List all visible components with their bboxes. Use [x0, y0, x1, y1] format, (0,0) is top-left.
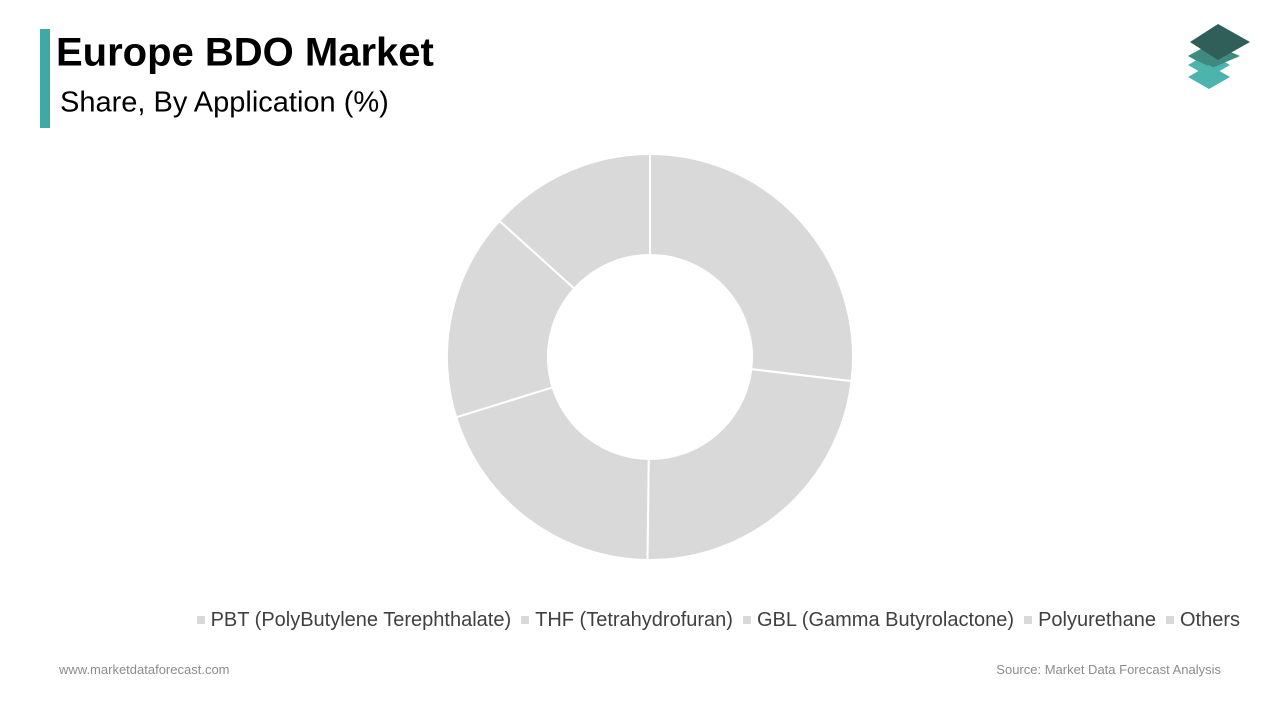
source: Source: Market Data Forecast Analysis	[996, 662, 1221, 677]
legend-swatch	[521, 616, 530, 624]
legend-label: GBL (Gamma Butyrolactone)	[756, 608, 1015, 631]
legend-item: PBT (PolyButylene Terephthalate)	[196, 608, 512, 632]
legend-label: PBT (PolyButylene Terephthalate)	[210, 608, 512, 631]
website: www.marketdataforecast.com	[59, 662, 230, 677]
donut-segment	[454, 386, 650, 561]
donut	[446, 152, 854, 561]
legend-item: Polyurethane	[1024, 609, 1156, 632]
legend-label: Others	[1179, 608, 1240, 631]
legend-label: THF (Tetrahydrofuran)	[535, 608, 733, 631]
legend-item: GBL (Gamma Butyrolactone)	[742, 608, 1015, 632]
legend-label: Polyurethane	[1038, 608, 1156, 631]
donut-segment	[498, 152, 651, 291]
legend-item: THF (Tetrahydrofuran)	[521, 609, 733, 632]
legend-item: Others	[1165, 608, 1240, 632]
legend-swatch	[1024, 616, 1033, 624]
title-accent	[40, 29, 50, 128]
legend-swatch	[1165, 616, 1174, 624]
chart-subtitle: Share, By Application (%)	[60, 87, 389, 119]
logo-layer	[1188, 65, 1230, 89]
legend-swatch	[742, 616, 751, 624]
legend: PBT (PolyButylene Terephthalate) THF (Tet…	[100, 607, 1240, 633]
donut-segment	[446, 219, 576, 419]
legend-swatch	[196, 616, 205, 624]
logo	[1188, 24, 1250, 89]
chart-title: Europe BDO Market	[56, 31, 434, 75]
donut-segment	[649, 152, 854, 383]
donut-segment	[646, 368, 853, 561]
logo-layer	[1190, 24, 1250, 60]
